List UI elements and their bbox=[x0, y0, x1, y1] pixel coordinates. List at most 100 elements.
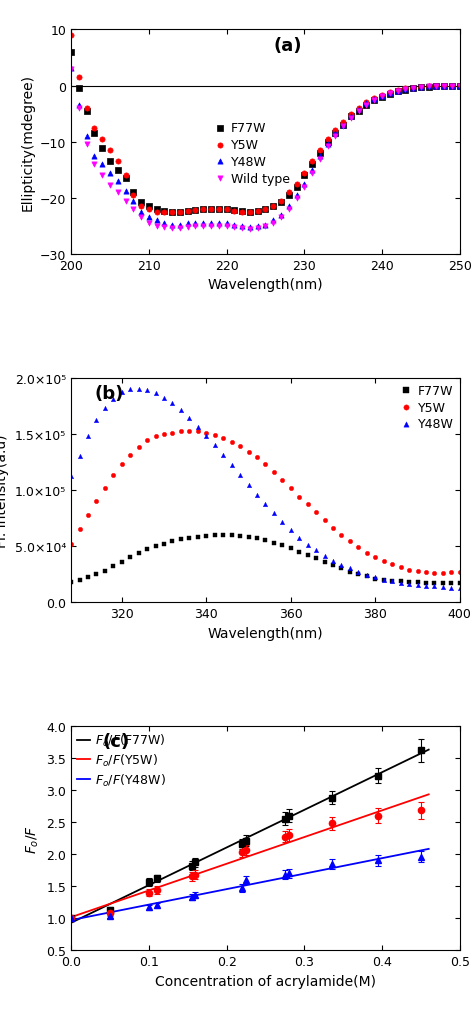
Y48W bbox=[425, 79, 432, 95]
F77W bbox=[439, 575, 447, 591]
Y5W bbox=[431, 565, 438, 581]
Y48W bbox=[200, 215, 207, 232]
F77W bbox=[118, 554, 126, 570]
F77W bbox=[67, 44, 75, 61]
Y48W bbox=[92, 412, 100, 429]
F77W bbox=[200, 202, 207, 218]
F77W bbox=[122, 171, 129, 187]
Y48W bbox=[287, 523, 294, 539]
F77W bbox=[269, 199, 277, 215]
F77W bbox=[114, 163, 121, 179]
Y48W bbox=[363, 567, 371, 583]
Y5W bbox=[99, 131, 106, 148]
Y5W bbox=[386, 85, 393, 101]
Y5W bbox=[177, 424, 185, 440]
Wild type bbox=[308, 165, 316, 181]
F77W bbox=[270, 535, 278, 551]
Wild type bbox=[176, 220, 184, 237]
Wild type bbox=[246, 221, 254, 238]
Y5W bbox=[363, 95, 370, 111]
Y48W bbox=[99, 157, 106, 173]
Wild type bbox=[99, 168, 106, 184]
Y5W bbox=[380, 553, 388, 569]
F77W bbox=[431, 575, 438, 591]
F77W bbox=[135, 545, 143, 561]
Y5W bbox=[238, 204, 246, 220]
Y48W bbox=[219, 448, 227, 464]
Y5W bbox=[153, 204, 160, 220]
Y48W bbox=[160, 390, 168, 406]
Y5W bbox=[394, 83, 401, 99]
Y48W bbox=[301, 177, 308, 193]
F77W bbox=[92, 566, 100, 582]
Wild type bbox=[417, 80, 425, 96]
F77W bbox=[410, 81, 417, 97]
Y48W bbox=[308, 163, 316, 179]
F77W bbox=[425, 80, 432, 96]
Y48W bbox=[109, 391, 117, 407]
Y5W bbox=[92, 493, 100, 510]
Y48W bbox=[316, 149, 324, 165]
Y5W bbox=[152, 429, 159, 445]
Wild type bbox=[184, 219, 191, 236]
F77W bbox=[285, 188, 292, 204]
Wild type bbox=[129, 202, 137, 218]
X-axis label: Wavelength(nm): Wavelength(nm) bbox=[208, 278, 323, 292]
Y48W bbox=[202, 429, 210, 445]
F77W bbox=[304, 547, 311, 563]
Y48W bbox=[456, 78, 464, 94]
F77W bbox=[184, 203, 191, 219]
Wild type bbox=[200, 218, 207, 235]
Y5W bbox=[145, 202, 153, 218]
Y48W bbox=[339, 117, 347, 133]
Y5W bbox=[279, 472, 286, 488]
Y5W bbox=[215, 202, 223, 218]
F77W bbox=[223, 202, 230, 218]
Y48W bbox=[153, 213, 160, 229]
Wild type bbox=[378, 89, 386, 105]
F77W bbox=[169, 534, 176, 550]
Y48W bbox=[372, 570, 379, 586]
Y48W bbox=[371, 92, 378, 108]
Y48W bbox=[262, 496, 269, 513]
Y48W bbox=[347, 109, 355, 125]
Y5W bbox=[254, 203, 262, 219]
X-axis label: Concentration of acrylamide(M): Concentration of acrylamide(M) bbox=[155, 974, 376, 988]
Y5W bbox=[405, 562, 413, 578]
Text: (b): (b) bbox=[94, 385, 124, 402]
F77W bbox=[456, 78, 464, 94]
Y48W bbox=[76, 449, 83, 465]
Wild type bbox=[83, 137, 91, 154]
Y5W bbox=[422, 565, 430, 581]
F77W bbox=[109, 558, 117, 574]
Y48W bbox=[127, 381, 134, 397]
Y5W bbox=[184, 203, 191, 219]
F77W bbox=[363, 568, 371, 584]
Y48W bbox=[67, 469, 75, 485]
Y48W bbox=[329, 553, 337, 569]
Y48W bbox=[177, 402, 185, 419]
F77W bbox=[346, 564, 354, 580]
Y48W bbox=[312, 543, 320, 559]
Wild type bbox=[168, 220, 176, 237]
Y5W bbox=[448, 78, 456, 94]
F77W bbox=[152, 538, 159, 554]
Y5W bbox=[83, 101, 91, 117]
Y5W bbox=[277, 193, 285, 209]
Y48W bbox=[215, 215, 223, 232]
Y5W bbox=[245, 444, 252, 460]
Wild type bbox=[67, 62, 75, 78]
Y48W bbox=[448, 78, 456, 94]
F77W bbox=[321, 554, 328, 570]
Y48W bbox=[168, 217, 176, 234]
Y5W bbox=[237, 439, 244, 455]
Wild type bbox=[153, 218, 160, 235]
Y5W bbox=[324, 131, 331, 148]
Y48W bbox=[223, 215, 230, 232]
Y5W bbox=[75, 70, 82, 86]
F77W bbox=[161, 203, 168, 219]
Wild type bbox=[394, 84, 401, 100]
Y5W bbox=[378, 88, 386, 104]
Y48W bbox=[422, 578, 430, 594]
Y48W bbox=[378, 88, 386, 104]
